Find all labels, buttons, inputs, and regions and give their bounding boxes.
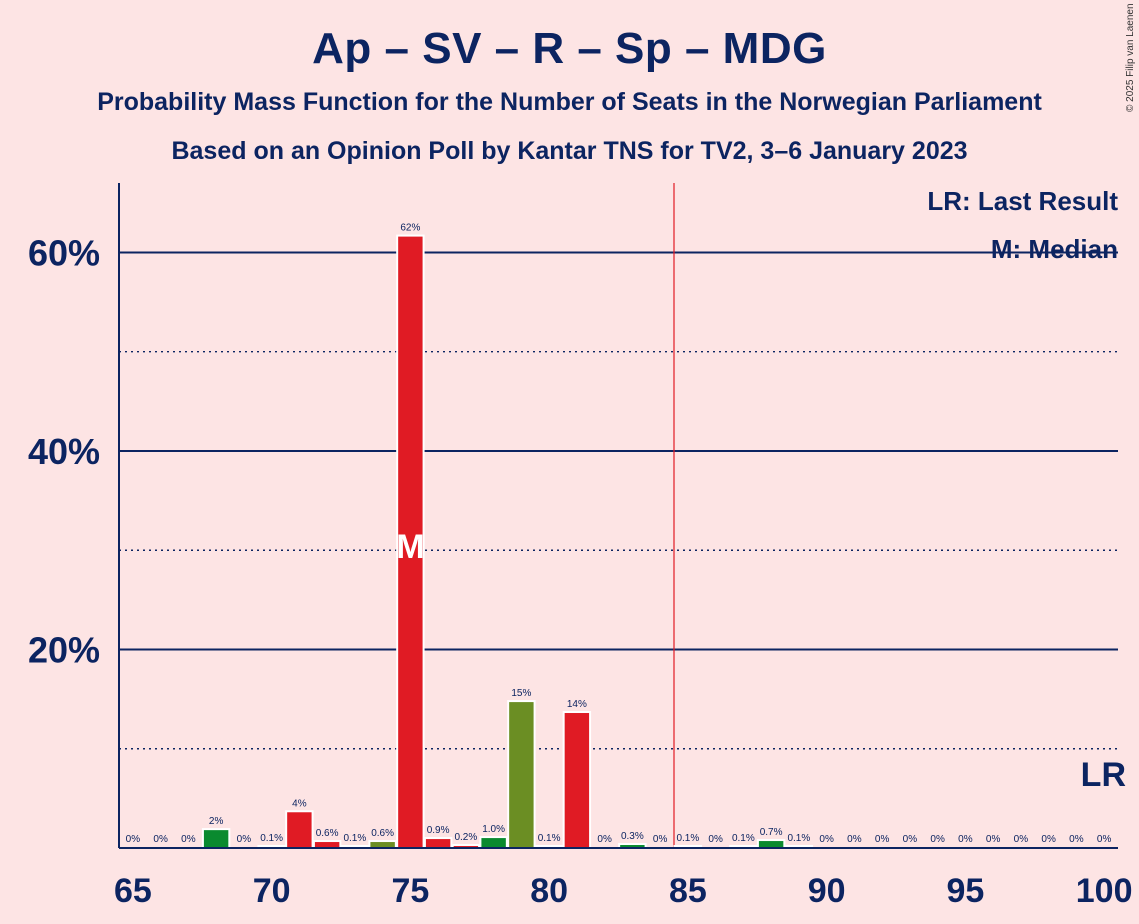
bar-label-91: 0% (847, 834, 862, 845)
chart-title: Ap – SV – R – Sp – MDG (312, 24, 827, 73)
x-tick-label: 90 (808, 872, 846, 910)
last-result-label: LR (1081, 756, 1126, 794)
bar-seats-83 (620, 845, 645, 848)
bar-halo (257, 845, 286, 848)
bar-label-71: 4% (292, 798, 307, 809)
bar-halo (340, 845, 370, 848)
bar-label-90: 0% (819, 834, 834, 845)
bar-label-84: 0% (653, 834, 668, 845)
bar-label-81: 14% (567, 699, 587, 710)
bar-label-87: 0.1% (732, 833, 755, 844)
bar-label-92: 0% (875, 834, 890, 845)
x-tick-label: 70 (253, 872, 291, 910)
bar-label-66: 0% (153, 834, 168, 845)
chart-subtitle-2: Based on an Opinion Poll by Kantar TNS f… (171, 137, 968, 165)
bar-label-94: 0% (930, 834, 945, 845)
bar-label-93: 0% (903, 834, 918, 845)
bar-label-75: 62% (400, 223, 420, 234)
legend: LR: Last Result M: Median (927, 186, 1118, 264)
bar-seats-81 (564, 713, 590, 848)
bar-label-100: 0% (1097, 834, 1112, 845)
legend-median: M: Median (991, 234, 1118, 264)
bar-label-69: 0% (237, 834, 252, 845)
bar-halo (784, 845, 814, 848)
bars: M (201, 234, 814, 848)
bar-label-70: 0.1% (260, 833, 283, 844)
bar-label-96: 0% (986, 834, 1001, 845)
bar-halo (673, 845, 703, 848)
x-tick-label: 85 (669, 872, 707, 910)
x-tick-label: 75 (391, 872, 429, 910)
bar-seats-75 (398, 236, 423, 848)
bar-seats-68 (203, 830, 229, 848)
bar-label-98: 0% (1041, 834, 1056, 845)
x-tick-label: 95 (946, 872, 984, 910)
bar-label-83: 0.3% (621, 831, 644, 842)
y-tick-label: 20% (28, 629, 100, 670)
y-tick-label: 40% (28, 431, 100, 472)
bar-label-67: 0% (181, 834, 196, 845)
bar-label-82: 0% (597, 834, 612, 845)
bar-label-89: 0.1% (787, 833, 810, 844)
last-result-marker: LR (673, 183, 1126, 848)
bar-label-99: 0% (1069, 834, 1084, 845)
bar-value-labels: 0% 0% 0% 2% 0% 0.1% 4% 0.6% 0.1% 0.6% 62% 0.9% 0.2% 1… (126, 223, 1112, 845)
x-tick-label: 65 (114, 872, 152, 910)
bar-seats-72 (314, 842, 340, 848)
grid-lines (119, 251, 1118, 750)
bar-label-80: 0.1% (538, 833, 561, 844)
chart-subtitle-1: Probability Mass Function for the Number… (97, 88, 1042, 116)
bar-seats-79 (509, 702, 534, 848)
bar-halo (534, 845, 564, 848)
bar-seats-78 (481, 838, 506, 848)
median-marker: M (396, 528, 424, 566)
bar-label-72: 0.6% (316, 828, 339, 839)
y-tick-label: 60% (28, 232, 100, 273)
bar-label-86: 0% (708, 834, 723, 845)
bar-seats-74 (370, 842, 395, 848)
bar-halo (451, 844, 481, 848)
legend-last-result: LR: Last Result (927, 186, 1118, 216)
bar-label-73: 0.1% (343, 833, 366, 844)
bar-halo (729, 845, 758, 848)
bar-label-65: 0% (126, 834, 141, 845)
bar-label-68: 2% (209, 816, 224, 827)
bar-label-76: 0.9% (427, 825, 450, 836)
axes: 65 70 75 80 85 90 95 100 20% 40% 60% (28, 183, 1133, 910)
bar-seats-76 (425, 839, 451, 848)
bar-seats-71 (287, 812, 312, 848)
x-tick-label: 100 (1076, 872, 1133, 910)
bar-label-74: 0.6% (371, 828, 394, 839)
bar-label-88: 0.7% (760, 827, 783, 838)
bar-label-95: 0% (958, 834, 973, 845)
bar-label-78: 1.0% (482, 824, 505, 835)
bar-label-85: 0.1% (676, 833, 699, 844)
bar-seats-88 (758, 841, 784, 848)
bar-label-97: 0% (1014, 834, 1029, 845)
bar-label-79: 15% (511, 688, 531, 699)
bar-label-77: 0.2% (454, 832, 477, 843)
x-tick-label: 80 (530, 872, 568, 910)
